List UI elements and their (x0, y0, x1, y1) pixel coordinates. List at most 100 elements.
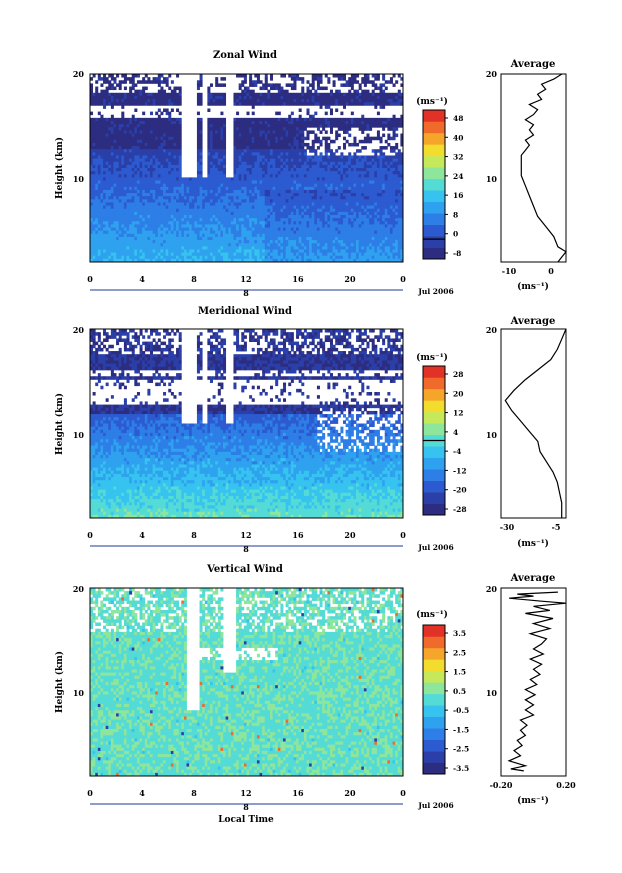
heatmap-cell (213, 168, 216, 172)
heatmap-cell (330, 202, 333, 206)
heatmap-cell (252, 196, 255, 200)
heatmap-cell (176, 181, 179, 185)
heatmap-cell (296, 118, 299, 122)
heatmap-cell (134, 124, 137, 128)
heatmap-cell (127, 177, 130, 181)
heatmap-cell (153, 165, 156, 169)
heatmap-cell (317, 177, 320, 181)
heatmap-cell (356, 212, 359, 216)
heatmap-cell (393, 184, 396, 188)
heatmap-cell (147, 177, 150, 181)
heatmap-cell (98, 193, 101, 197)
heatmap-cell (338, 93, 341, 97)
heatmap-cell (95, 99, 98, 103)
heatmap-cell (280, 231, 283, 235)
heatmap-cell (168, 212, 171, 216)
heatmap-cell (348, 234, 351, 238)
heatmap-cell (320, 80, 323, 84)
heatmap-cell (340, 228, 343, 232)
heatmap-cell (215, 149, 218, 153)
heatmap-cell (262, 165, 265, 169)
heatmap-cell (93, 209, 96, 213)
heatmap-cell (100, 215, 103, 219)
heatmap-cell (215, 174, 218, 178)
heatmap-cell (116, 193, 119, 197)
heatmap-cell (280, 149, 283, 153)
heatmap-cell (338, 209, 341, 213)
heatmap-cell (202, 231, 205, 235)
heatmap-cell (155, 149, 158, 153)
heatmap-cell (398, 99, 401, 103)
heatmap-cell (366, 218, 369, 222)
heatmap-cell (374, 228, 377, 232)
heatmap-cell (393, 231, 396, 235)
heatmap-cell (166, 231, 169, 235)
heatmap-cell (155, 112, 158, 116)
heatmap-cell (150, 134, 153, 138)
heatmap-cell (275, 155, 278, 159)
heatmap-cell (113, 168, 116, 172)
heatmap-cell (103, 118, 106, 122)
heatmap-cell (121, 187, 124, 191)
heatmap-cell (236, 171, 239, 175)
heatmap-cell (353, 202, 356, 206)
heatmap-cell (335, 159, 338, 163)
heatmap-cell (233, 231, 236, 235)
heatmap-cell (262, 177, 265, 181)
heatmap-cell (103, 127, 106, 131)
heatmap-cell (356, 159, 359, 163)
heatmap-cell (202, 187, 205, 191)
heatmap-cell (249, 102, 252, 106)
heatmap-cell (108, 209, 111, 213)
heatmap-cell (179, 187, 182, 191)
heatmap-cell (359, 174, 362, 178)
heatmap-cell (163, 165, 166, 169)
heatmap-cell (155, 124, 158, 128)
heatmap-cell (252, 152, 255, 156)
heatmap-cell (348, 221, 351, 225)
heatmap-cell (390, 146, 393, 150)
heatmap-cell (351, 168, 354, 172)
heatmap-cell (158, 115, 161, 119)
heatmap-cell (244, 209, 247, 213)
heatmap-cell (189, 196, 192, 200)
heatmap-cell (343, 212, 346, 216)
heatmap-cell (150, 162, 153, 166)
heatmap-cell (127, 159, 130, 163)
heatmap-cell (275, 202, 278, 206)
heatmap-cell (361, 146, 364, 150)
heatmap-cell (364, 184, 367, 188)
heatmap-cell (197, 215, 200, 219)
heatmap-cell (113, 121, 116, 125)
heatmap-cell (140, 130, 143, 134)
heatmap-cell (260, 171, 263, 175)
heatmap-cell (317, 199, 320, 203)
heatmap-cell (226, 199, 229, 203)
heatmap-cell (380, 105, 383, 109)
heatmap-cell (283, 215, 286, 219)
heatmap-cell (173, 165, 176, 169)
heatmap-cell (124, 190, 127, 194)
heatmap-cell (173, 93, 176, 97)
heatmap-cell (288, 137, 291, 141)
heatmap-cell (200, 165, 203, 169)
heatmap-cell (296, 155, 299, 159)
heatmap-cell (220, 218, 223, 222)
heatmap-cell (327, 118, 330, 122)
heatmap-cell (377, 74, 380, 78)
heatmap-cell (364, 212, 367, 216)
heatmap-cell (369, 234, 372, 238)
heatmap-cell (132, 121, 135, 125)
heatmap-cell (121, 215, 124, 219)
heatmap-cell (299, 146, 302, 150)
heatmap-cell (364, 224, 367, 228)
heatmap-cell (121, 121, 124, 125)
heatmap-cell (335, 149, 338, 153)
heatmap-cell (322, 174, 325, 178)
heatmap-cell (325, 159, 328, 163)
heatmap-cell (359, 171, 362, 175)
heatmap-cell (312, 190, 315, 194)
heatmap-cell (145, 193, 148, 197)
heatmap-cell (364, 80, 367, 84)
heatmap-cell (100, 118, 103, 122)
